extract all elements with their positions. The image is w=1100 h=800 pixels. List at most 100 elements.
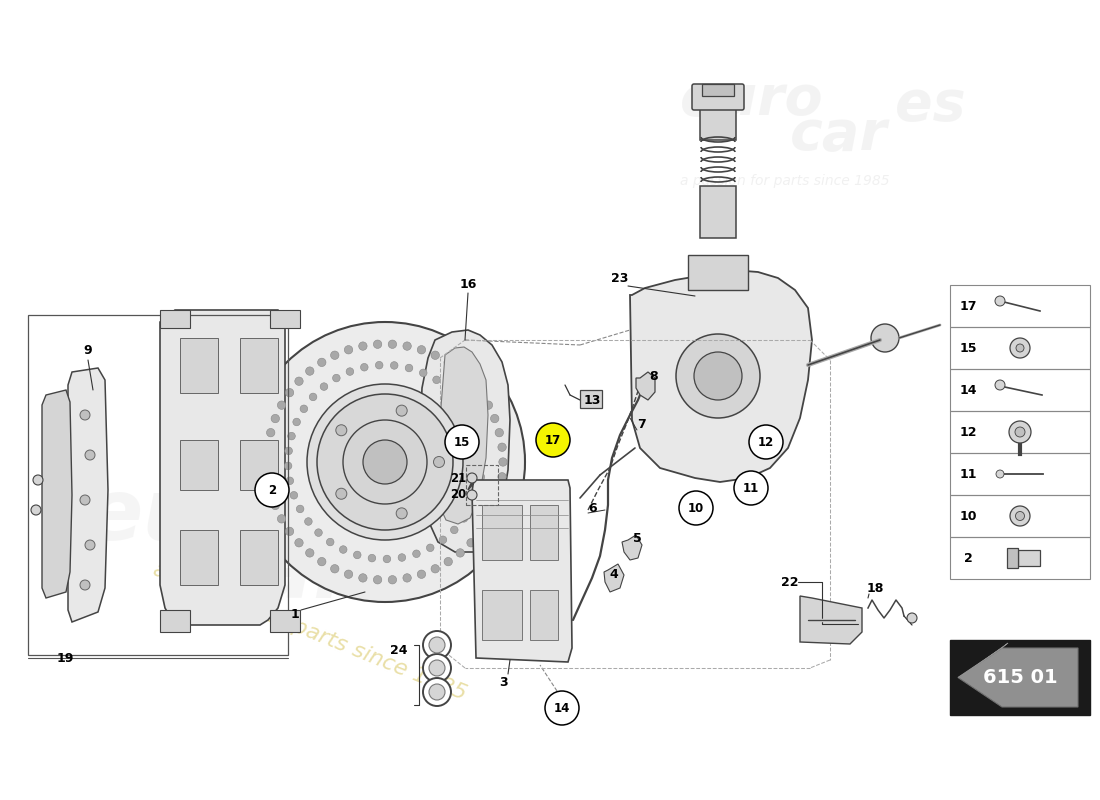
Circle shape bbox=[33, 475, 43, 485]
Circle shape bbox=[403, 342, 411, 350]
Polygon shape bbox=[621, 535, 642, 560]
Circle shape bbox=[694, 352, 743, 400]
Circle shape bbox=[285, 389, 294, 397]
Circle shape bbox=[285, 447, 293, 454]
Circle shape bbox=[306, 367, 313, 375]
Polygon shape bbox=[160, 310, 285, 625]
Text: 16: 16 bbox=[460, 278, 476, 291]
Text: 1: 1 bbox=[290, 609, 299, 622]
Circle shape bbox=[431, 351, 439, 359]
Circle shape bbox=[293, 418, 300, 426]
Circle shape bbox=[309, 393, 317, 401]
Circle shape bbox=[307, 384, 463, 540]
Circle shape bbox=[475, 436, 483, 443]
Text: 3: 3 bbox=[498, 675, 507, 689]
Bar bbox=[240, 338, 278, 393]
Circle shape bbox=[468, 502, 475, 510]
Text: a passion for parts since 1985: a passion for parts since 1985 bbox=[680, 174, 890, 188]
Circle shape bbox=[412, 550, 420, 558]
Circle shape bbox=[460, 514, 467, 522]
Text: 2: 2 bbox=[268, 483, 276, 497]
Circle shape bbox=[996, 470, 1004, 478]
Bar bbox=[160, 610, 190, 632]
Circle shape bbox=[679, 491, 713, 525]
Circle shape bbox=[255, 473, 289, 507]
Bar bbox=[530, 505, 558, 560]
Circle shape bbox=[346, 368, 354, 375]
Circle shape bbox=[318, 558, 326, 566]
Circle shape bbox=[398, 554, 406, 562]
Text: 24: 24 bbox=[390, 643, 408, 657]
Text: 4: 4 bbox=[609, 569, 618, 582]
Bar bbox=[950, 327, 1090, 369]
Bar bbox=[530, 590, 558, 640]
Circle shape bbox=[271, 502, 279, 510]
Circle shape bbox=[491, 414, 499, 422]
Circle shape bbox=[427, 544, 434, 552]
Text: 17: 17 bbox=[959, 299, 977, 313]
Text: 12: 12 bbox=[758, 435, 774, 449]
Circle shape bbox=[498, 473, 506, 481]
Circle shape bbox=[444, 358, 452, 366]
Text: 15: 15 bbox=[959, 342, 977, 354]
Text: 12: 12 bbox=[959, 426, 977, 438]
Circle shape bbox=[403, 574, 411, 582]
Circle shape bbox=[477, 473, 485, 481]
Text: 7: 7 bbox=[637, 418, 646, 431]
Bar bbox=[180, 440, 218, 490]
Polygon shape bbox=[436, 347, 488, 524]
FancyBboxPatch shape bbox=[692, 84, 744, 110]
Polygon shape bbox=[958, 648, 1078, 707]
Circle shape bbox=[361, 363, 368, 371]
Circle shape bbox=[456, 549, 464, 557]
Text: 2: 2 bbox=[964, 551, 972, 565]
Bar bbox=[466, 465, 498, 505]
Circle shape bbox=[373, 575, 382, 584]
Circle shape bbox=[871, 324, 899, 352]
Circle shape bbox=[424, 631, 451, 659]
Circle shape bbox=[431, 565, 439, 573]
Circle shape bbox=[331, 565, 339, 573]
Bar bbox=[688, 255, 748, 290]
Circle shape bbox=[318, 358, 326, 366]
Text: 11: 11 bbox=[959, 467, 977, 481]
Polygon shape bbox=[68, 368, 108, 622]
Circle shape bbox=[417, 570, 426, 578]
Circle shape bbox=[373, 340, 382, 349]
Text: a passion for parts since 1985: a passion for parts since 1985 bbox=[151, 559, 470, 704]
Circle shape bbox=[996, 296, 1005, 306]
Circle shape bbox=[495, 429, 504, 437]
Circle shape bbox=[296, 505, 304, 513]
Text: es: es bbox=[320, 513, 430, 596]
Circle shape bbox=[277, 401, 286, 410]
Circle shape bbox=[31, 505, 41, 515]
Circle shape bbox=[471, 422, 478, 429]
Circle shape bbox=[468, 473, 477, 483]
Circle shape bbox=[1010, 506, 1030, 526]
Circle shape bbox=[749, 425, 783, 459]
Bar bbox=[702, 84, 734, 96]
Circle shape bbox=[315, 529, 322, 537]
Circle shape bbox=[424, 678, 451, 706]
Circle shape bbox=[295, 538, 304, 547]
Circle shape bbox=[491, 502, 499, 510]
Bar bbox=[950, 369, 1090, 411]
Polygon shape bbox=[420, 330, 510, 552]
Text: 8: 8 bbox=[650, 370, 658, 383]
Bar bbox=[580, 390, 602, 408]
Circle shape bbox=[368, 554, 376, 562]
Circle shape bbox=[295, 377, 304, 386]
Bar bbox=[950, 453, 1090, 495]
Circle shape bbox=[290, 491, 298, 499]
Circle shape bbox=[286, 477, 294, 485]
Circle shape bbox=[498, 443, 506, 451]
Circle shape bbox=[484, 401, 493, 410]
Circle shape bbox=[271, 414, 279, 422]
Circle shape bbox=[424, 654, 451, 682]
Circle shape bbox=[85, 450, 95, 460]
Circle shape bbox=[390, 362, 398, 370]
Circle shape bbox=[996, 380, 1005, 390]
Text: 19: 19 bbox=[56, 651, 74, 665]
Circle shape bbox=[306, 549, 313, 557]
Circle shape bbox=[85, 540, 95, 550]
